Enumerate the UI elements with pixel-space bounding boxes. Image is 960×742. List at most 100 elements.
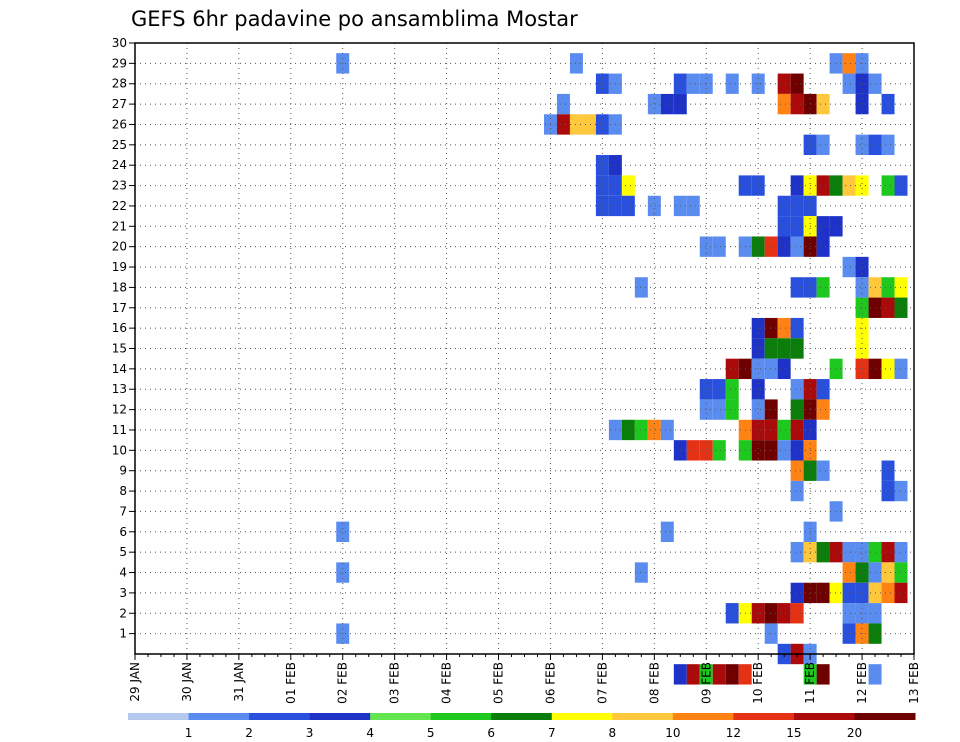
heatmap-cell — [699, 440, 713, 461]
y-tick-label: 17 — [112, 301, 127, 315]
y-tick-label: 14 — [112, 362, 127, 376]
heatmap-cell — [790, 175, 804, 196]
x-tick-label: 10 FEB — [751, 662, 765, 704]
heatmap-cell — [790, 480, 804, 502]
heatmap-cell — [868, 664, 882, 685]
heatmap-cell — [764, 399, 778, 420]
heatmap-cell — [751, 379, 765, 400]
y-tick-label: 16 — [112, 321, 127, 335]
heatmap-cell — [777, 358, 791, 380]
x-tick-label: 06 FEB — [543, 662, 557, 704]
colorbar-swatch — [612, 713, 674, 720]
y-tick-label: 19 — [112, 260, 127, 274]
y-tick-label: 11 — [112, 423, 127, 437]
heatmap-cell — [790, 582, 804, 604]
y-tick-label: 27 — [112, 97, 127, 111]
colorbar: 1 2 3 4 5 6 7 8 10 12 15 20 — [128, 713, 916, 740]
heatmap-cell — [855, 93, 869, 115]
y-tick-label: 24 — [112, 158, 127, 172]
heatmap-cell — [790, 399, 804, 420]
heatmap-cell — [777, 236, 791, 257]
colorbar-level-label: 10 — [665, 726, 680, 740]
heatmap-cell — [842, 623, 856, 644]
colorbar-level-label: 20 — [847, 726, 862, 740]
heatmap-cell — [621, 419, 635, 441]
heatmap-cell — [816, 379, 830, 400]
x-tick-label: 11 FEB — [803, 662, 817, 704]
heatmap-cell — [894, 277, 908, 298]
heatmap-cell — [556, 114, 570, 135]
x-tick-label: 13 FEB — [907, 662, 921, 704]
y-tick-label: 25 — [112, 138, 127, 152]
heatmap-cell — [790, 419, 804, 441]
heatmap-cell — [660, 521, 674, 542]
y-tick-label: 21 — [112, 219, 127, 233]
y-tick-label: 18 — [112, 280, 127, 294]
heatmap-cell — [881, 175, 895, 196]
heatmap-cell — [829, 501, 843, 522]
heatmap-cell — [790, 317, 804, 339]
heatmap-cell — [725, 358, 739, 380]
heatmap-cell — [777, 73, 791, 94]
heatmap-cell — [855, 582, 869, 604]
heatmap-cell — [829, 358, 843, 380]
heatmap-cell — [816, 541, 830, 563]
heatmap-cell — [855, 562, 869, 583]
colorbar-swatch — [309, 713, 371, 720]
heatmap-cell — [881, 277, 895, 298]
heatmap-cell — [790, 338, 804, 359]
colorbar-swatch — [551, 713, 613, 720]
heatmap-cell — [712, 236, 726, 257]
heatmap-cell — [647, 195, 661, 217]
heatmap-cell — [881, 562, 895, 583]
heatmap-cell — [881, 134, 895, 156]
y-tick-label: 1 — [119, 627, 127, 641]
heatmap-cell — [673, 664, 687, 685]
heatmap-cell — [842, 73, 856, 94]
heatmap-cell — [816, 664, 830, 685]
y-tick-label: 15 — [112, 342, 127, 356]
chart-title: GEFS 6hr padavine po ansamblima Mostar — [131, 7, 578, 31]
heatmap-cell — [699, 664, 713, 685]
heatmap-cell — [855, 256, 869, 278]
heatmap-cell — [894, 358, 908, 380]
colorbar-swatch — [249, 713, 311, 720]
colorbar-level-label: 1 — [185, 726, 193, 740]
colorbar-level-label: 5 — [427, 726, 435, 740]
x-tick-label: 01 FEB — [284, 662, 298, 704]
heatmap-cell — [790, 236, 804, 257]
heatmap-cell — [777, 603, 791, 624]
heatmap-cell — [595, 155, 609, 176]
heatmap-cell — [751, 175, 765, 196]
heatmap-cell — [777, 195, 791, 217]
x-tick-label: 09 FEB — [699, 662, 713, 704]
heatmap-cell — [699, 379, 713, 400]
heatmap-cell — [764, 623, 778, 644]
heatmap-cell — [751, 419, 765, 441]
heatmap-cell — [829, 53, 843, 74]
heatmap-cell — [595, 175, 609, 196]
heatmap-cell — [881, 480, 895, 502]
heatmap-cell — [764, 358, 778, 380]
heatmap-cell — [634, 277, 648, 298]
heatmap-cell — [790, 73, 804, 94]
heatmap-cell — [855, 297, 869, 318]
heatmap-cell — [881, 358, 895, 380]
heatmap-cell — [803, 664, 817, 685]
colorbar-level-label: 15 — [786, 726, 801, 740]
colorbar-swatch — [672, 713, 734, 720]
heatmap-cell — [816, 134, 830, 156]
heatmap-cell — [595, 195, 609, 217]
colorbar-swatch — [793, 713, 855, 720]
y-tick-label: 12 — [112, 403, 127, 417]
colorbar-level-label: 6 — [487, 726, 495, 740]
heatmap-cell — [816, 277, 830, 298]
x-tick-label: 31 JAN — [232, 662, 246, 702]
heatmap-cell — [790, 440, 804, 461]
heatmap-cell — [790, 541, 804, 563]
x-tick-label: 08 FEB — [647, 662, 661, 704]
heatmap-cell — [764, 338, 778, 359]
heatmap-cell — [738, 664, 752, 685]
y-tick-label: 20 — [112, 240, 127, 254]
